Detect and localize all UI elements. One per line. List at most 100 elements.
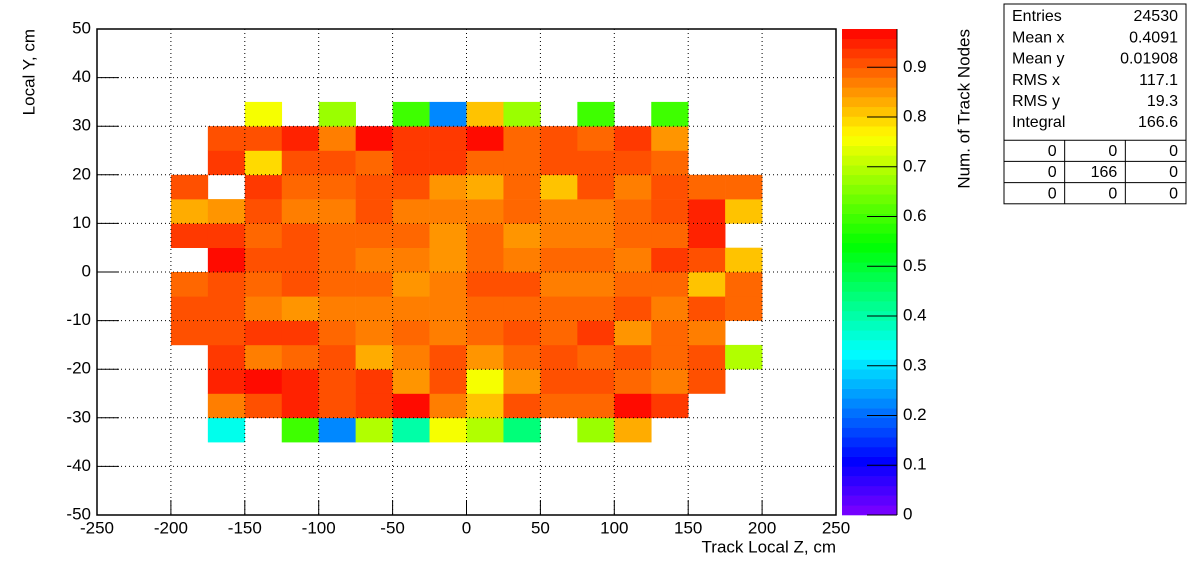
heatmap-cell xyxy=(207,126,246,151)
palette-band xyxy=(842,252,897,263)
heatmap-cell xyxy=(244,369,283,394)
heatmap-cell xyxy=(540,344,578,370)
heatmap-cell xyxy=(651,199,689,224)
heatmap-cell xyxy=(614,247,652,273)
stats-label: Integral xyxy=(1012,114,1065,131)
stats-frame xyxy=(1003,3,1187,205)
heatmap-cell xyxy=(355,344,393,370)
stats-label: Mean y xyxy=(1012,51,1064,68)
heatmap-cell xyxy=(540,369,578,394)
heatmap-cell xyxy=(466,101,504,127)
heatmap-cell xyxy=(281,126,319,151)
stats-cell: 0 xyxy=(1108,143,1117,160)
palette-band xyxy=(842,495,897,506)
y-tick-label: 30 xyxy=(72,116,91,135)
heatmap-cell xyxy=(540,320,578,346)
palette-band xyxy=(842,262,897,273)
heatmap-cell xyxy=(244,174,283,200)
heatmap-cell xyxy=(651,150,689,176)
heatmap-cell xyxy=(170,174,209,200)
heatmap-cell xyxy=(281,296,319,321)
heatmap-cell xyxy=(577,296,615,321)
y-tick-label: 10 xyxy=(72,213,91,232)
palette-band xyxy=(842,272,897,283)
heatmap-cell xyxy=(651,101,689,127)
heatmap-cell xyxy=(244,296,283,321)
heatmap-cell xyxy=(244,272,283,297)
y-tick-label: 40 xyxy=(72,67,91,86)
palette-band xyxy=(842,203,897,214)
y-tick-label: -20 xyxy=(66,359,91,378)
heatmap-cell xyxy=(577,199,615,224)
heatmap-cell xyxy=(392,101,430,127)
heatmap-cell xyxy=(429,417,467,443)
heatmap-cell xyxy=(540,296,578,321)
heatmap-cell xyxy=(244,150,283,176)
palette-band xyxy=(842,106,897,117)
palette-band xyxy=(842,48,897,59)
heatmap-cell xyxy=(466,272,504,297)
heatmap-cell xyxy=(355,272,393,297)
y-tick-label: -50 xyxy=(66,504,91,523)
heatmap-cell xyxy=(688,320,726,346)
x-tick-label: 0 xyxy=(462,518,471,537)
heatmap-cell xyxy=(281,199,319,224)
palette-band xyxy=(842,242,897,253)
y-tick-label: -40 xyxy=(66,456,91,475)
heatmap-cell xyxy=(540,199,578,224)
palette-band xyxy=(842,378,897,389)
heatmap-cell xyxy=(207,344,246,370)
palette-band xyxy=(842,485,897,496)
heatmap-cell xyxy=(207,417,246,443)
heatmap-cell xyxy=(281,223,319,248)
heatmap-cell xyxy=(614,150,652,176)
heatmap-cell xyxy=(392,126,430,151)
palette-band xyxy=(842,388,897,399)
x-axis-title: Track Local Z, cm xyxy=(702,537,836,556)
heatmap-cell xyxy=(503,344,541,370)
heatmap-cell xyxy=(392,417,430,443)
heatmap-cell xyxy=(651,369,689,394)
heatmap-cell xyxy=(318,247,356,273)
heatmap-cell xyxy=(466,344,504,370)
heatmap-cell xyxy=(244,393,283,419)
heatmap-cell xyxy=(614,272,652,297)
palette-band xyxy=(842,29,897,40)
palette-band xyxy=(842,155,897,166)
heatmap-cell xyxy=(466,150,504,176)
heatmap-cell xyxy=(503,296,541,321)
heatmap-cell xyxy=(651,393,689,419)
heatmap-cell xyxy=(503,150,541,176)
heatmap-cell xyxy=(577,417,615,443)
z-tick-label: 0 xyxy=(903,504,912,523)
heatmap-cell xyxy=(429,223,467,248)
palette-band xyxy=(842,427,897,438)
heatmap-cell xyxy=(207,223,246,248)
heatmap-cell xyxy=(318,101,356,127)
heatmap-cell xyxy=(392,247,430,273)
palette-band xyxy=(842,505,897,516)
heatmap-cell xyxy=(392,150,430,176)
heatmap-cell xyxy=(577,369,615,394)
palette-band xyxy=(842,223,897,234)
palette-band xyxy=(842,456,897,467)
heatmap-cell xyxy=(318,223,356,248)
heatmap-cell xyxy=(170,199,209,224)
palette-band xyxy=(842,320,897,331)
heatmap-cell xyxy=(466,247,504,273)
heatmap-cell xyxy=(355,320,393,346)
palette-band xyxy=(842,145,897,156)
heatmap-cell xyxy=(281,417,319,443)
heatmap-cell xyxy=(614,393,652,419)
x-tick-label: 150 xyxy=(674,518,702,537)
heatmap-cell xyxy=(318,344,356,370)
heatmap-cell xyxy=(540,272,578,297)
heatmap-cell xyxy=(355,126,393,151)
heatmap-cell xyxy=(281,344,319,370)
heatmap-cell xyxy=(466,320,504,346)
heatmap-cell xyxy=(466,199,504,224)
stats-box: Entries 24530 Mean x 0.4091 Mean y 0.01908 RMS… xyxy=(1003,3,1187,205)
heatmap-cell xyxy=(540,247,578,273)
heatmap-cell xyxy=(355,417,393,443)
